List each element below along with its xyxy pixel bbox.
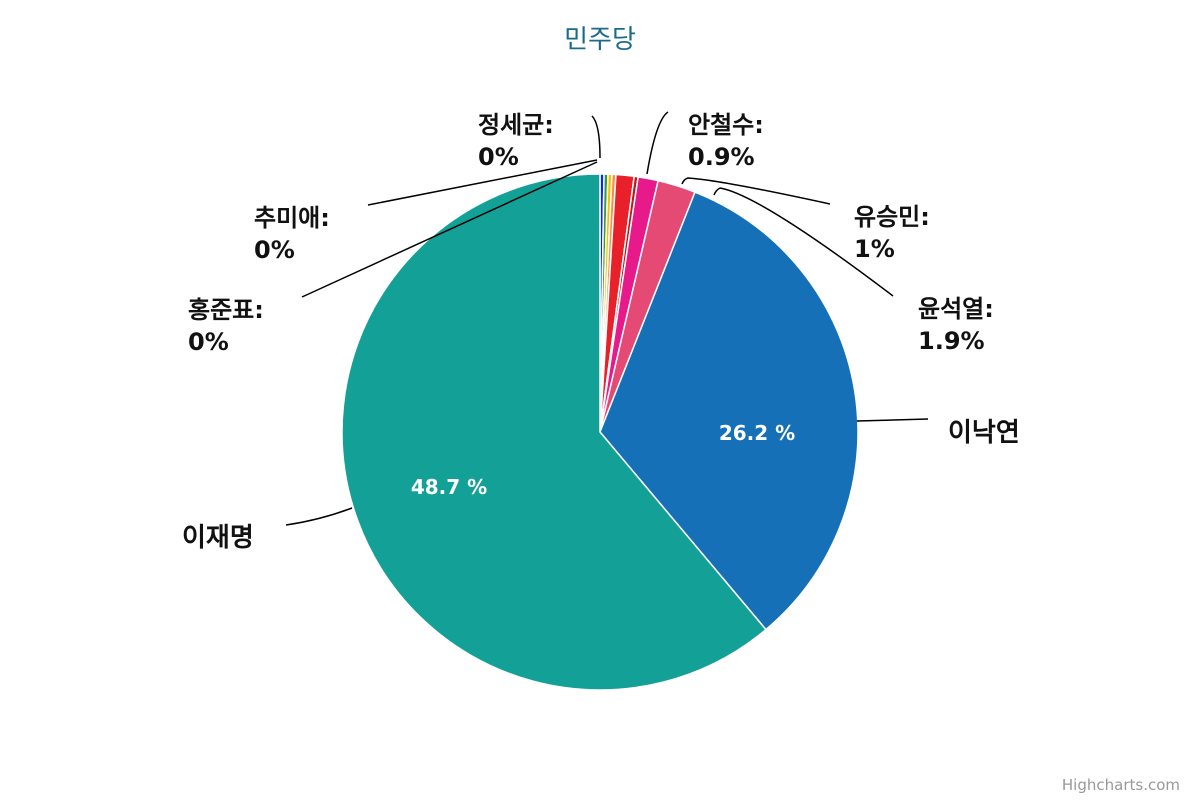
connector-jeongseguyun xyxy=(591,115,601,159)
callout-value: 0% xyxy=(254,236,295,264)
data-label-leenakyeon: 26.2 % xyxy=(719,421,795,445)
connector-chumiae xyxy=(367,159,598,206)
pie-slice-8[interactable] xyxy=(599,191,859,631)
connector-lines xyxy=(285,111,929,526)
connector-hongjunpyo xyxy=(301,161,598,298)
callout-name: 유승민: xyxy=(854,203,930,231)
connector-leejaemyung xyxy=(285,507,353,526)
pie-slice-9[interactable] xyxy=(341,173,767,691)
credits-link[interactable]: Highcharts.com xyxy=(1062,776,1180,794)
outside-label-leenakyeon: 이낙연 xyxy=(948,418,1020,448)
data-label-leejaemyung: 48.7 % xyxy=(411,475,487,499)
callout-ahncheolsoo: 안철수: 0.9% xyxy=(688,111,764,171)
callout-name: 윤석열: xyxy=(918,295,994,323)
callout-name: 추미애: xyxy=(254,204,330,232)
callout-name: 홍준표: xyxy=(188,296,264,324)
callout-chumiae: 추미애: 0% xyxy=(254,204,330,264)
connector-yoonseokyeol xyxy=(713,187,894,297)
callout-jeongseguyun: 정세균: 0% xyxy=(478,111,554,171)
connector-leenakyeon xyxy=(856,418,929,422)
callout-value: 1% xyxy=(854,235,895,263)
outside-label-leejaemyung: 이재명 xyxy=(182,523,254,553)
callout-yoonseokyeol: 윤석열: 1.9% xyxy=(918,295,994,355)
callout-name: 정세균: xyxy=(478,111,554,139)
callout-value: 0% xyxy=(478,143,519,171)
pie-slices xyxy=(341,173,859,691)
callout-hongjunpyo: 홍준표: 0% xyxy=(188,296,264,356)
callout-yooseungmin: 유승민: 1% xyxy=(854,203,930,263)
callout-name: 안철수: xyxy=(688,111,764,139)
callout-value: 0% xyxy=(188,328,229,356)
connector-yooseungmin xyxy=(681,177,831,205)
callout-value: 1.9% xyxy=(918,327,985,355)
connector-ahncheolsoo xyxy=(646,111,669,175)
callout-value: 0.9% xyxy=(688,143,755,171)
chart-title: 민주당 xyxy=(564,25,636,55)
